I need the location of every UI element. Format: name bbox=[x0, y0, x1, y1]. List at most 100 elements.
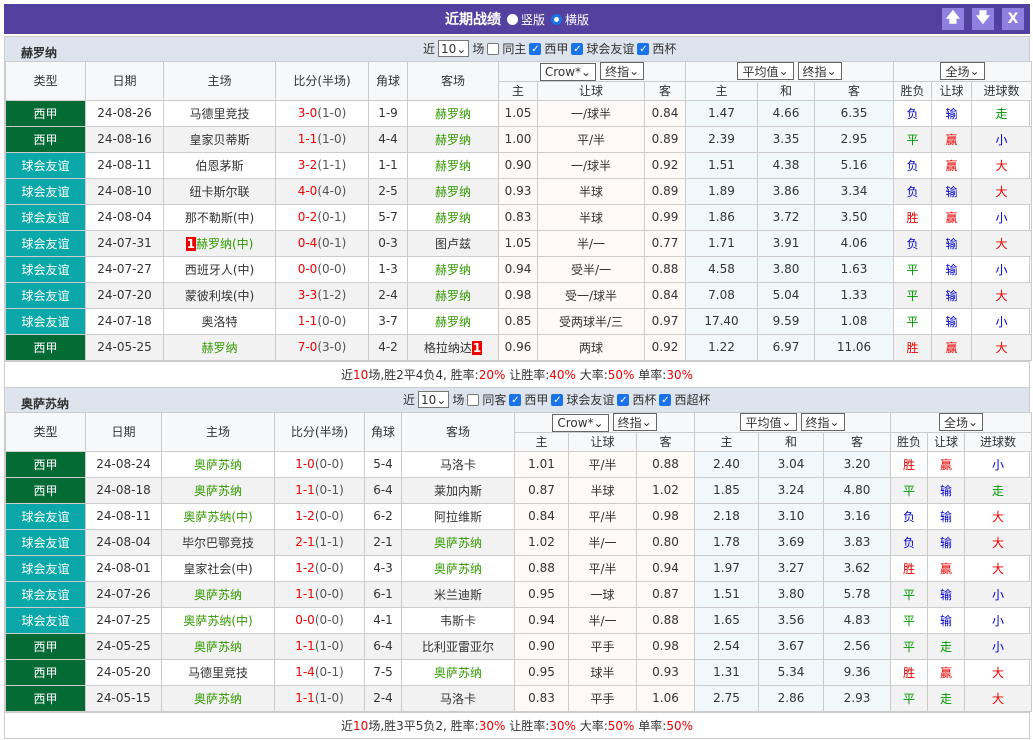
full-time-score: 7-0 bbox=[297, 340, 318, 354]
match-type[interactable]: 球会友谊 bbox=[5, 229, 86, 257]
move-up-button[interactable]: 🡅 bbox=[942, 8, 964, 30]
same-venue-checkbox[interactable] bbox=[487, 42, 500, 55]
home-team[interactable]: 伯恩茅斯 bbox=[163, 151, 276, 179]
euro-odds: 4.38 bbox=[757, 151, 815, 179]
away-team[interactable]: 马洛卡 bbox=[401, 450, 515, 478]
away-team[interactable]: 韦斯卡 bbox=[401, 606, 515, 634]
match-type[interactable]: 西甲 bbox=[5, 658, 86, 686]
move-down-button[interactable]: 🡇 bbox=[972, 8, 994, 30]
match-type[interactable]: 球会友谊 bbox=[5, 580, 86, 608]
asian-odds: 0.84 bbox=[514, 502, 569, 530]
match-type[interactable]: 球会友谊 bbox=[5, 255, 86, 283]
chevron-down-icon: ⌄ bbox=[629, 64, 640, 78]
away-team[interactable]: 赫罗纳 bbox=[407, 151, 499, 179]
view-vertical-radio[interactable]: 竖版 bbox=[506, 11, 545, 28]
league-checkbox[interactable]: ✓ bbox=[571, 42, 584, 55]
header-eh: 主 bbox=[685, 80, 758, 101]
home-team[interactable]: 奥洛特 bbox=[163, 307, 276, 335]
same-venue-checkbox[interactable] bbox=[467, 393, 480, 406]
away-team[interactable]: 赫罗纳 bbox=[407, 255, 499, 283]
match-type[interactable]: 球会友谊 bbox=[5, 554, 86, 582]
away-team[interactable]: 马洛卡 bbox=[401, 684, 515, 712]
match-count-select[interactable]: 10 ⌄ bbox=[438, 40, 470, 57]
match-type[interactable]: 球会友谊 bbox=[5, 203, 86, 231]
away-team[interactable]: 赫罗纳 bbox=[407, 307, 499, 335]
away-team[interactable]: 图卢兹 bbox=[407, 229, 499, 257]
away-team[interactable]: 赫罗纳 bbox=[407, 177, 499, 205]
match-type[interactable]: 球会友谊 bbox=[5, 151, 86, 179]
away-team[interactable]: 赫罗纳 bbox=[407, 99, 499, 127]
view-horizontal-radio[interactable]: 横版 bbox=[551, 11, 589, 28]
home-team[interactable]: 奥萨苏纳(中) bbox=[161, 606, 275, 634]
odds-select[interactable]: 终指 ⌄ bbox=[800, 413, 845, 432]
result: 负 bbox=[893, 151, 933, 179]
odds-select[interactable]: 平均值 ⌄ bbox=[737, 62, 794, 81]
home-team[interactable]: 奥萨苏纳 bbox=[161, 684, 275, 712]
match-type[interactable]: 西甲 bbox=[5, 684, 86, 712]
home-team[interactable]: 奥萨苏纳 bbox=[161, 632, 275, 660]
league-checkbox[interactable]: ✓ bbox=[617, 393, 630, 406]
home-team[interactable]: 1赫罗纳(中) bbox=[163, 229, 276, 257]
away-team[interactable]: 奥萨苏纳 bbox=[401, 554, 515, 582]
home-team[interactable]: 纽卡斯尔联 bbox=[163, 177, 276, 205]
euro-odds: 2.54 bbox=[694, 632, 759, 660]
league-checkbox[interactable]: ✓ bbox=[529, 42, 542, 55]
match-type[interactable]: 西甲 bbox=[5, 476, 86, 504]
away-team[interactable]: 赫罗纳 bbox=[407, 125, 499, 153]
match-type[interactable]: 西甲 bbox=[5, 99, 86, 127]
odds-select[interactable]: 终指 ⌄ bbox=[600, 62, 645, 80]
odds-select[interactable]: 终指 ⌄ bbox=[612, 413, 657, 431]
match-type[interactable]: 球会友谊 bbox=[5, 606, 86, 634]
match-type[interactable]: 球会友谊 bbox=[5, 177, 86, 205]
match-count-select[interactable]: 10 ⌄ bbox=[418, 391, 450, 408]
home-team[interactable]: 奥萨苏纳 bbox=[161, 580, 275, 608]
league-checkbox[interactable]: ✓ bbox=[637, 42, 650, 55]
odds-select[interactable]: Crow* ⌄ bbox=[539, 62, 597, 81]
team-name: 赫罗纳 bbox=[201, 340, 238, 355]
home-team[interactable]: 马德里竞技 bbox=[163, 99, 276, 127]
away-team[interactable]: 赫罗纳 bbox=[407, 281, 499, 309]
league-checkbox[interactable]: ✓ bbox=[551, 393, 564, 406]
league-checkbox[interactable]: ✓ bbox=[509, 393, 522, 406]
home-team[interactable]: 蒙彼利埃(中) bbox=[163, 281, 276, 309]
odds-select[interactable]: 平均值 ⌄ bbox=[740, 413, 797, 432]
odds-select[interactable]: 全场 ⌄ bbox=[940, 62, 985, 81]
result: 平 bbox=[893, 125, 933, 153]
home-team[interactable]: 赫罗纳 bbox=[163, 333, 276, 361]
odds-select[interactable]: 全场 ⌄ bbox=[938, 413, 984, 432]
match-type[interactable]: 球会友谊 bbox=[5, 307, 86, 335]
asian-odds: 受半/一 bbox=[537, 255, 645, 283]
home-team[interactable]: 奥萨苏纳 bbox=[161, 476, 275, 504]
league-checkbox[interactable]: ✓ bbox=[659, 393, 672, 406]
home-team[interactable]: 西班牙人(中) bbox=[163, 255, 276, 283]
away-team[interactable]: 奥萨苏纳 bbox=[401, 528, 515, 556]
chevron-down-icon: ⌄ bbox=[456, 41, 467, 56]
away-team[interactable]: 格拉纳达1 bbox=[407, 333, 499, 361]
away-team[interactable]: 阿拉维斯 bbox=[401, 502, 515, 530]
match-type[interactable]: 西甲 bbox=[5, 632, 86, 660]
home-team[interactable]: 皇家贝蒂斯 bbox=[163, 125, 276, 153]
home-team[interactable]: 那不勒斯(中) bbox=[163, 203, 276, 231]
home-team[interactable]: 奥萨苏纳 bbox=[161, 450, 275, 478]
away-team[interactable]: 莱加内斯 bbox=[401, 476, 515, 504]
close-button[interactable]: X bbox=[1002, 8, 1024, 30]
odds-select[interactable]: Crow* ⌄ bbox=[552, 413, 609, 432]
match-type[interactable]: 西甲 bbox=[5, 333, 86, 361]
match-type[interactable]: 球会友谊 bbox=[5, 502, 86, 530]
goals-result: 小 bbox=[971, 307, 1033, 335]
match-type[interactable]: 西甲 bbox=[5, 125, 86, 153]
home-team[interactable]: 奥萨苏纳(中) bbox=[161, 502, 275, 530]
away-team[interactable]: 米兰迪斯 bbox=[401, 580, 515, 608]
match-type[interactable]: 球会友谊 bbox=[5, 528, 86, 556]
away-team[interactable]: 比利亚雷亚尔 bbox=[401, 632, 515, 660]
home-team[interactable]: 皇家社会(中) bbox=[161, 554, 275, 582]
home-team[interactable]: 马德里竞技 bbox=[161, 658, 275, 686]
summary-b: 场,胜3平5负2, 胜率: bbox=[368, 718, 479, 733]
away-team[interactable]: 奥萨苏纳 bbox=[401, 658, 515, 686]
away-team[interactable]: 赫罗纳 bbox=[407, 203, 499, 231]
odds-select[interactable]: 终指 ⌄ bbox=[797, 62, 842, 81]
corners: 6-4 bbox=[364, 632, 402, 660]
match-type[interactable]: 球会友谊 bbox=[5, 281, 86, 309]
match-type[interactable]: 西甲 bbox=[5, 450, 86, 478]
home-team[interactable]: 毕尔巴鄂竞技 bbox=[161, 528, 275, 556]
